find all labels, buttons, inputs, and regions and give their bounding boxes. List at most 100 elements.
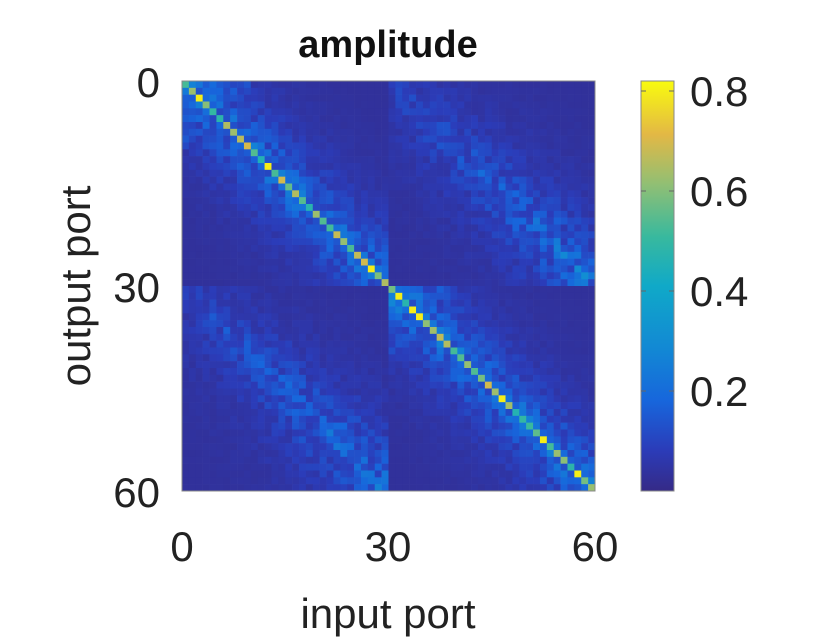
heatmap-cell <box>526 149 534 157</box>
heatmap-cell <box>402 395 410 403</box>
heatmap-cell <box>491 122 499 130</box>
heatmap-cell <box>292 320 300 328</box>
heatmap-cell <box>409 470 417 478</box>
heatmap-cell <box>216 347 224 355</box>
heatmap-cell <box>223 265 231 273</box>
heatmap-cell <box>519 210 527 218</box>
heatmap-cell <box>574 108 582 116</box>
heatmap-cell <box>409 231 417 239</box>
heatmap-cell <box>360 361 369 369</box>
heatmap-cell <box>505 176 513 184</box>
heatmap-cell <box>567 415 575 423</box>
heatmap-cell <box>195 183 203 191</box>
heatmap-cell <box>188 142 197 150</box>
heatmap-cell <box>471 231 479 239</box>
heatmap-cell <box>464 149 472 157</box>
heatmap-cell <box>436 115 444 123</box>
heatmap-cell <box>182 402 190 410</box>
heatmap-cell <box>312 415 320 423</box>
heatmap-cell <box>546 320 554 328</box>
heatmap-cell <box>560 231 568 239</box>
heatmap-cell <box>209 450 217 458</box>
heatmap-cell <box>299 122 307 130</box>
heatmap-cell <box>588 183 596 191</box>
heatmap-cell <box>326 94 334 102</box>
heatmap-cell <box>209 251 217 259</box>
heatmap-cell <box>519 327 527 335</box>
heatmap-cell <box>188 436 197 444</box>
heatmap-cell <box>230 388 238 396</box>
heatmap-cell <box>188 299 197 307</box>
heatmap-cell <box>285 286 293 294</box>
heatmap-cell <box>471 272 479 280</box>
heatmap-cell <box>299 81 307 89</box>
heatmap-cell <box>182 122 190 130</box>
heatmap-cell <box>299 190 307 198</box>
heatmap-cell <box>367 313 376 321</box>
heatmap-cell <box>223 149 231 157</box>
heatmap-cell <box>257 463 265 471</box>
heatmap-cell <box>429 128 437 136</box>
heatmap-cell <box>285 128 293 136</box>
heatmap-cell <box>526 122 534 130</box>
heatmap-cell <box>188 340 197 348</box>
heatmap-cell <box>237 354 245 362</box>
heatmap-cell <box>574 169 582 177</box>
heatmap-cell <box>436 231 444 239</box>
heatmap-cell <box>512 388 520 396</box>
heatmap-cell <box>278 361 286 369</box>
heatmap-cell <box>429 115 437 123</box>
heatmap-cell <box>381 292 389 300</box>
heatmap-cell <box>367 183 376 191</box>
heatmap-cell <box>278 354 286 362</box>
heatmap-cell <box>237 224 245 232</box>
heatmap-cell <box>367 258 376 266</box>
heatmap-cell <box>505 135 513 143</box>
heatmap-cell <box>402 299 410 307</box>
heatmap-cell <box>422 156 431 164</box>
heatmap-cell <box>388 169 396 177</box>
heatmap-cell <box>188 224 197 232</box>
heatmap-cell <box>264 101 272 109</box>
heatmap-cell <box>402 422 410 430</box>
heatmap-cell <box>464 409 472 417</box>
heatmap-cell <box>333 156 341 164</box>
heatmap-cell <box>278 395 286 403</box>
heatmap-cell <box>409 245 417 253</box>
heatmap-cell <box>519 368 527 376</box>
heatmap-cell <box>271 443 279 451</box>
heatmap-cell <box>491 347 499 355</box>
heatmap-cell <box>237 169 245 177</box>
heatmap-cell <box>285 265 293 273</box>
heatmap-cell <box>457 204 465 212</box>
heatmap-cell <box>429 142 437 150</box>
heatmap-cell <box>422 395 431 403</box>
heatmap-cell <box>216 224 224 232</box>
heatmap-cell <box>354 429 362 437</box>
heatmap-cell <box>257 409 265 417</box>
heatmap-cell <box>354 374 362 382</box>
heatmap-cell <box>285 272 293 280</box>
heatmap-cell <box>484 142 493 150</box>
heatmap-cell <box>312 340 320 348</box>
heatmap-cell <box>471 176 479 184</box>
heatmap-cell <box>574 422 582 430</box>
heatmap-cell <box>402 429 410 437</box>
heatmap-cell <box>182 395 190 403</box>
heatmap-cell <box>230 87 238 95</box>
heatmap-cell <box>416 443 424 451</box>
heatmap-cell <box>381 115 389 123</box>
heatmap-cell <box>326 354 334 362</box>
heatmap-cell <box>326 204 334 212</box>
heatmap-cell <box>223 163 231 171</box>
heatmap-cell <box>271 436 279 444</box>
heatmap-cell <box>292 333 300 341</box>
heatmap-cell <box>477 122 486 130</box>
heatmap-cell <box>526 81 534 89</box>
heatmap-cell <box>546 156 554 164</box>
heatmap-cell <box>216 402 224 410</box>
heatmap-cell <box>299 183 307 191</box>
heatmap-cell <box>491 470 499 478</box>
heatmap-cell <box>347 210 355 218</box>
heatmap-cell <box>436 183 444 191</box>
